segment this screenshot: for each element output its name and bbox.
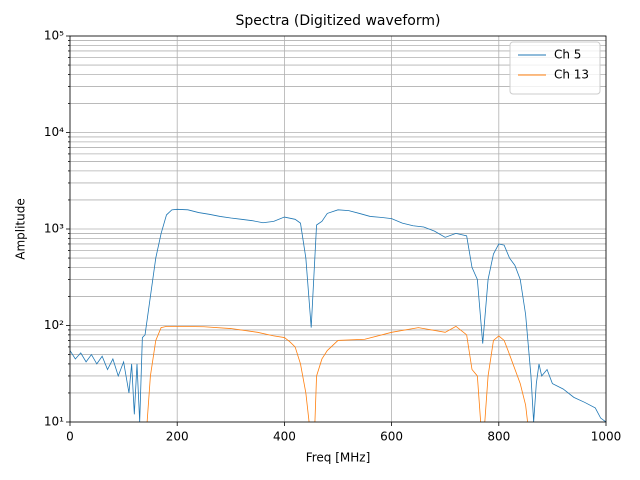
y-axis-label: Amplitude	[14, 198, 28, 260]
grid: 0 200 400 600 800 1000 10¹ 10² 10³ 10⁴ 10⁵	[44, 29, 621, 444]
legend-label: Ch 13	[554, 68, 589, 82]
plot-area	[70, 208, 606, 422]
series-line	[146, 325, 528, 422]
y-tick-label: 10²	[44, 318, 64, 332]
x-tick-label: 800	[487, 430, 510, 444]
y-tick-label: 10³	[44, 222, 64, 236]
x-tick-label: 0	[66, 430, 74, 444]
x-tick-label: 400	[273, 430, 296, 444]
x-tick-label: 200	[166, 430, 189, 444]
x-axis-label: Freq [MHz]	[306, 451, 371, 465]
x-tick-label: 600	[380, 430, 403, 444]
legend: Ch 5 Ch 13	[509, 41, 601, 95]
y-tick-label: 10⁴	[44, 125, 64, 139]
chart-title: Spectra (Digitized waveform)	[236, 13, 441, 29]
y-tick-label: 10¹	[44, 415, 64, 429]
axes-frame	[69, 35, 607, 423]
y-tick-label: 10⁵	[44, 29, 64, 43]
x-tick-label: 1000	[591, 430, 622, 444]
legend-label: Ch 5	[554, 48, 581, 62]
series-line	[70, 208, 606, 422]
